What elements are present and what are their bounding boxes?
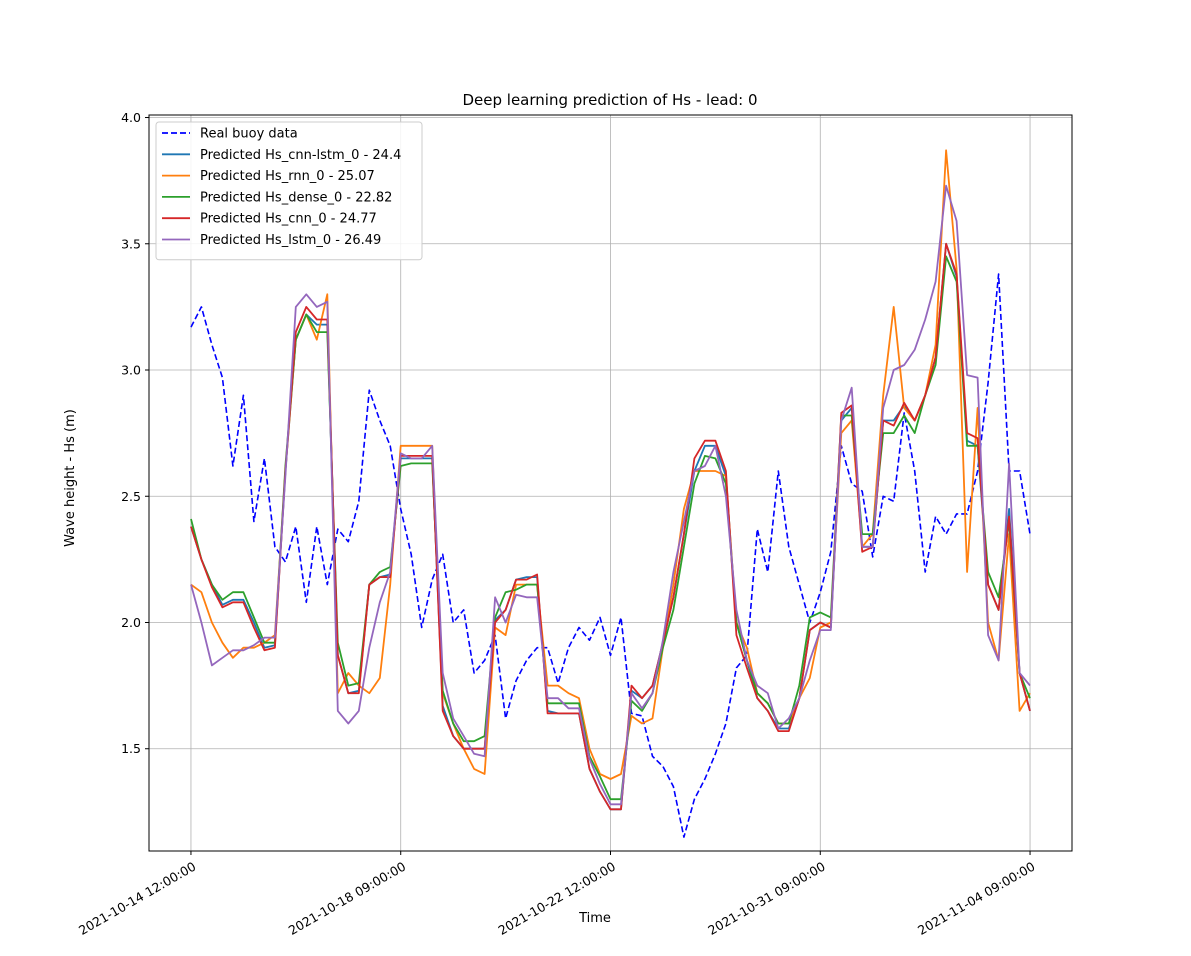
y-tick-label: 1.5 [121, 741, 141, 756]
y-tick-label: 2.5 [121, 489, 141, 504]
y-tick-label: 3.0 [121, 363, 141, 378]
legend-label-2: Predicted Hs_rnn_0 - 25.07 [200, 169, 375, 184]
y-tick-label: 2.0 [121, 615, 141, 630]
x-axis-label: Time [578, 911, 611, 926]
series-line-0 [190, 273, 1031, 838]
y-axis-label: Wave height - Hs (m) [63, 409, 78, 547]
legend-label-0: Real buoy data [200, 127, 298, 142]
legend-label-1: Predicted Hs_cnn-lstm_0 - 24.4 [200, 148, 401, 163]
legend: Real buoy data Predicted Hs_cnn-lstm_0 - … [155, 121, 423, 261]
legend-label-3: Predicted Hs_dense_0 - 22.82 [200, 190, 392, 205]
y-tick-label: 4.0 [121, 110, 141, 125]
series-line-5 [190, 184, 1031, 806]
series-lines [190, 149, 1031, 838]
chart-title: Deep learning prediction of Hs - lead: 0 [462, 91, 757, 109]
legend-label-5: Predicted Hs_lstm_0 - 26.49 [200, 233, 381, 248]
legend-label-4: Predicted Hs_cnn_0 - 24.77 [200, 212, 377, 227]
legend-box [155, 121, 423, 261]
y-tick-label: 3.5 [121, 236, 141, 251]
